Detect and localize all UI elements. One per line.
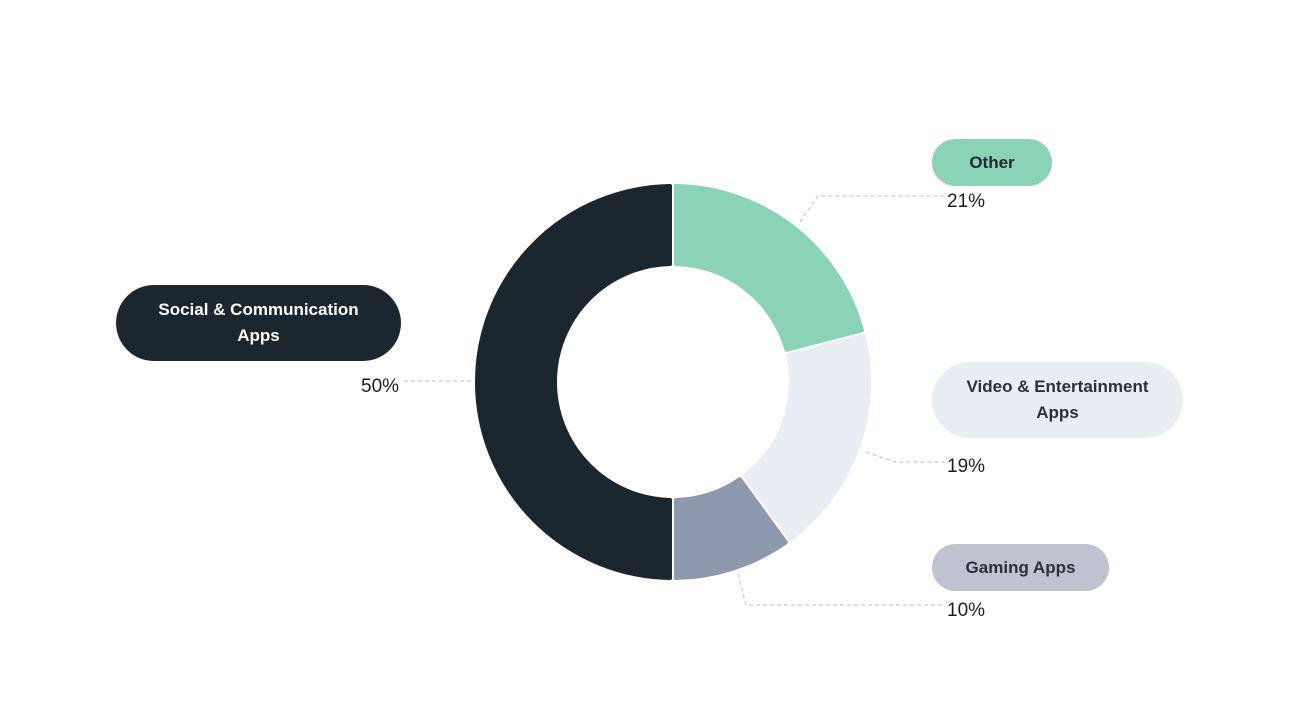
category-pill-gaming: Gaming Apps — [932, 544, 1109, 591]
category-label-video-entertainment: Video & Entertainment Apps — [966, 377, 1149, 422]
value-label-video-entertainment: 19% — [947, 456, 986, 477]
category-label-other: Other — [969, 152, 1015, 172]
donut-slice-social-communication-apps — [475, 184, 672, 580]
leader-line-video-entertainment — [865, 451, 944, 463]
leader-line-other — [799, 195, 944, 223]
category-pill-social-communication: Social & Communication Apps — [116, 285, 401, 361]
leader-line-gaming — [737, 573, 944, 606]
donut-slice-gaming-apps — [674, 477, 788, 580]
donut-slice-video-entertainment-apps — [742, 334, 871, 541]
value-label-gaming: 10% — [947, 600, 986, 621]
category-label-gaming: Gaming Apps — [965, 557, 1076, 577]
donut-slice-other — [674, 184, 865, 352]
category-label-social-communication: Social & Communication Apps — [158, 300, 359, 345]
category-pill-other: Other — [932, 139, 1052, 186]
category-pill-video-entertainment: Video & Entertainment Apps — [932, 362, 1183, 438]
value-label-social-communication: 50% — [361, 376, 400, 397]
value-label-other: 21% — [947, 191, 986, 212]
